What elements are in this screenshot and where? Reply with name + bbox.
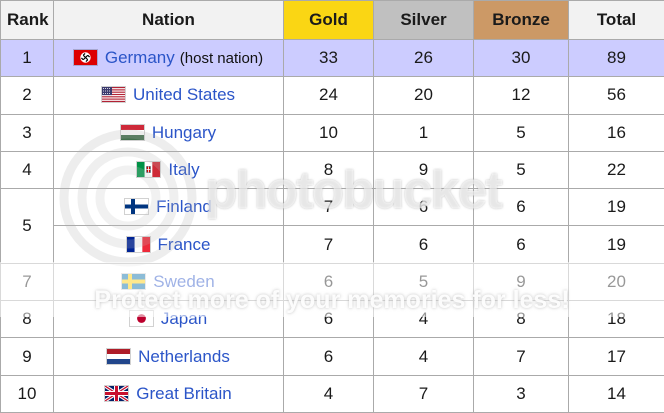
table-row: 9 Netherlands 6 4 7 17 (0, 337, 664, 376)
nation-link[interactable]: Netherlands (138, 346, 230, 366)
nation-link[interactable]: Italy (168, 160, 200, 180)
bronze-count-cell: 5 (473, 113, 569, 152)
header-row: Rank Nation Gold Silver Bronze Total (0, 0, 664, 40)
table-row: 1 Germany (host nation) 33 26 30 89 (0, 38, 664, 78)
bronze-count-cell: 6 (473, 225, 569, 264)
gold-count-cell: 10 (283, 113, 374, 152)
table-row: 3 Hungary 10 1 5 16 (0, 113, 664, 152)
gold-count-cell: 33 (283, 38, 374, 78)
rank-cell: 9 (0, 337, 54, 376)
total-count-cell: 89 (568, 38, 664, 78)
netherlands-flag-icon (107, 348, 131, 364)
header-gold: Gold (283, 0, 374, 40)
gold-count-cell: 7 (283, 188, 374, 227)
nation-link[interactable]: Finland (156, 197, 212, 217)
header-silver: Silver (373, 0, 474, 40)
rank-cell: 7 (0, 262, 54, 302)
nation-cell: Germany (host nation) (53, 38, 284, 78)
total-count-cell: 18 (568, 300, 664, 339)
total-count-cell: 19 (568, 188, 664, 227)
table-row: France 7 6 6 19 (1, 225, 664, 264)
finland-flag-icon (125, 199, 149, 215)
table-row: 10 Great Britain 4 7 3 14 (0, 374, 664, 413)
sweden-flag-icon (122, 273, 146, 289)
table-row: 7 Sweden 6 5 9 20 (0, 262, 664, 302)
nation-link[interactable]: Hungary (151, 122, 217, 142)
gold-count-cell: 6 (283, 337, 374, 376)
total-count-cell: 14 (568, 374, 664, 413)
france-flag-icon (126, 236, 150, 252)
italy-flag-icon (137, 162, 161, 178)
rank-cell: 5 (0, 188, 54, 264)
total-count-cell: 19 (568, 225, 664, 264)
silver-count-cell: 20 (373, 76, 474, 115)
nation-cell: Great Britain (53, 374, 284, 413)
rank-cell: 2 (0, 76, 54, 115)
total-count-cell: 22 (568, 150, 664, 190)
header-bronze: Bronze (473, 0, 569, 40)
header-total: Total (568, 0, 664, 40)
total-count-cell: 56 (568, 76, 664, 115)
header-rank: Rank (0, 0, 54, 40)
silver-count-cell: 7 (373, 374, 474, 413)
nation-cell: Finland (53, 188, 284, 227)
total-count-cell: 16 (568, 113, 664, 152)
great-britain-flag-icon (105, 385, 129, 401)
bronze-count-cell: 8 (473, 300, 569, 339)
gold-count-cell: 24 (283, 76, 374, 115)
nation-link[interactable]: Great Britain (136, 383, 232, 403)
gold-count-cell: 7 (283, 225, 374, 264)
table-row: 4 Italy 8 9 5 22 (0, 150, 664, 190)
nation-cell: Netherlands (53, 337, 284, 376)
germany-flag-icon (73, 50, 97, 66)
nation-link[interactable]: United States (132, 85, 236, 105)
total-count-cell: 20 (568, 262, 664, 302)
silver-count-cell: 1 (373, 113, 474, 152)
nation-link[interactable]: Japan (160, 309, 208, 329)
table-row: 5 Finland 7 6 6 19 (0, 188, 664, 264)
bronze-count-cell: 30 (473, 38, 569, 78)
nation-cell: Sweden (53, 262, 284, 302)
nation-cell: United States (53, 76, 284, 115)
gold-count-cell: 6 (283, 262, 374, 302)
rank-cell: 4 (0, 150, 54, 190)
united-states-flag-icon (101, 87, 125, 103)
silver-count-cell: 4 (373, 300, 474, 339)
nation-link[interactable]: Sweden (153, 271, 215, 291)
bronze-count-cell: 5 (473, 150, 569, 190)
silver-count-cell: 5 (373, 262, 474, 302)
rank-cell: 10 (0, 374, 54, 413)
bronze-count-cell: 7 (473, 337, 569, 376)
bronze-count-cell: 3 (473, 374, 569, 413)
nation-link[interactable]: Germany (104, 48, 175, 68)
bronze-count-cell: 9 (473, 262, 569, 302)
rank-cell: 3 (0, 113, 54, 152)
nation-cell: France (53, 225, 284, 264)
gold-count-cell: 8 (283, 150, 374, 190)
gold-count-cell: 4 (283, 374, 374, 413)
japan-flag-icon (129, 311, 153, 327)
header-nation: Nation (53, 0, 284, 40)
silver-count-cell: 6 (373, 225, 474, 264)
nation-cell: Japan (53, 300, 284, 339)
nation-cell: Italy (53, 150, 284, 190)
rank-cell: 8 (0, 300, 54, 339)
silver-count-cell: 6 (373, 188, 474, 227)
bronze-count-cell: 6 (473, 188, 569, 227)
host-nation-note: (host nation) (179, 50, 264, 68)
silver-count-cell: 9 (373, 150, 474, 190)
nation-link[interactable]: France (157, 234, 211, 254)
hungary-flag-icon (120, 124, 144, 140)
silver-count-cell: 26 (373, 38, 474, 78)
bronze-count-cell: 12 (473, 76, 569, 115)
table-row: 8 Japan 6 4 8 18 (0, 300, 664, 339)
silver-count-cell: 4 (373, 337, 474, 376)
nation-cell: Hungary (53, 113, 284, 152)
gold-count-cell: 6 (283, 300, 374, 339)
total-count-cell: 17 (568, 337, 664, 376)
rank-cell: 1 (0, 38, 54, 78)
table-row: 2 United States 24 20 12 56 (0, 76, 664, 115)
